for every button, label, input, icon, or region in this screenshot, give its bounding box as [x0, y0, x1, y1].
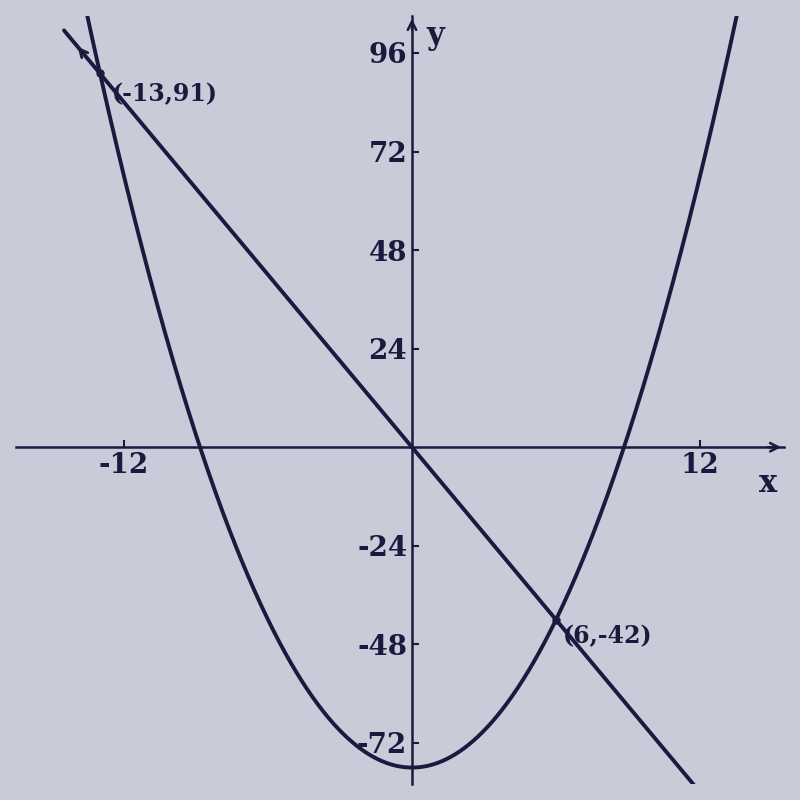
Text: y: y [426, 20, 444, 51]
Text: (-13,91): (-13,91) [112, 82, 218, 106]
Text: (6,-42): (6,-42) [563, 624, 653, 648]
Text: x: x [758, 468, 777, 498]
